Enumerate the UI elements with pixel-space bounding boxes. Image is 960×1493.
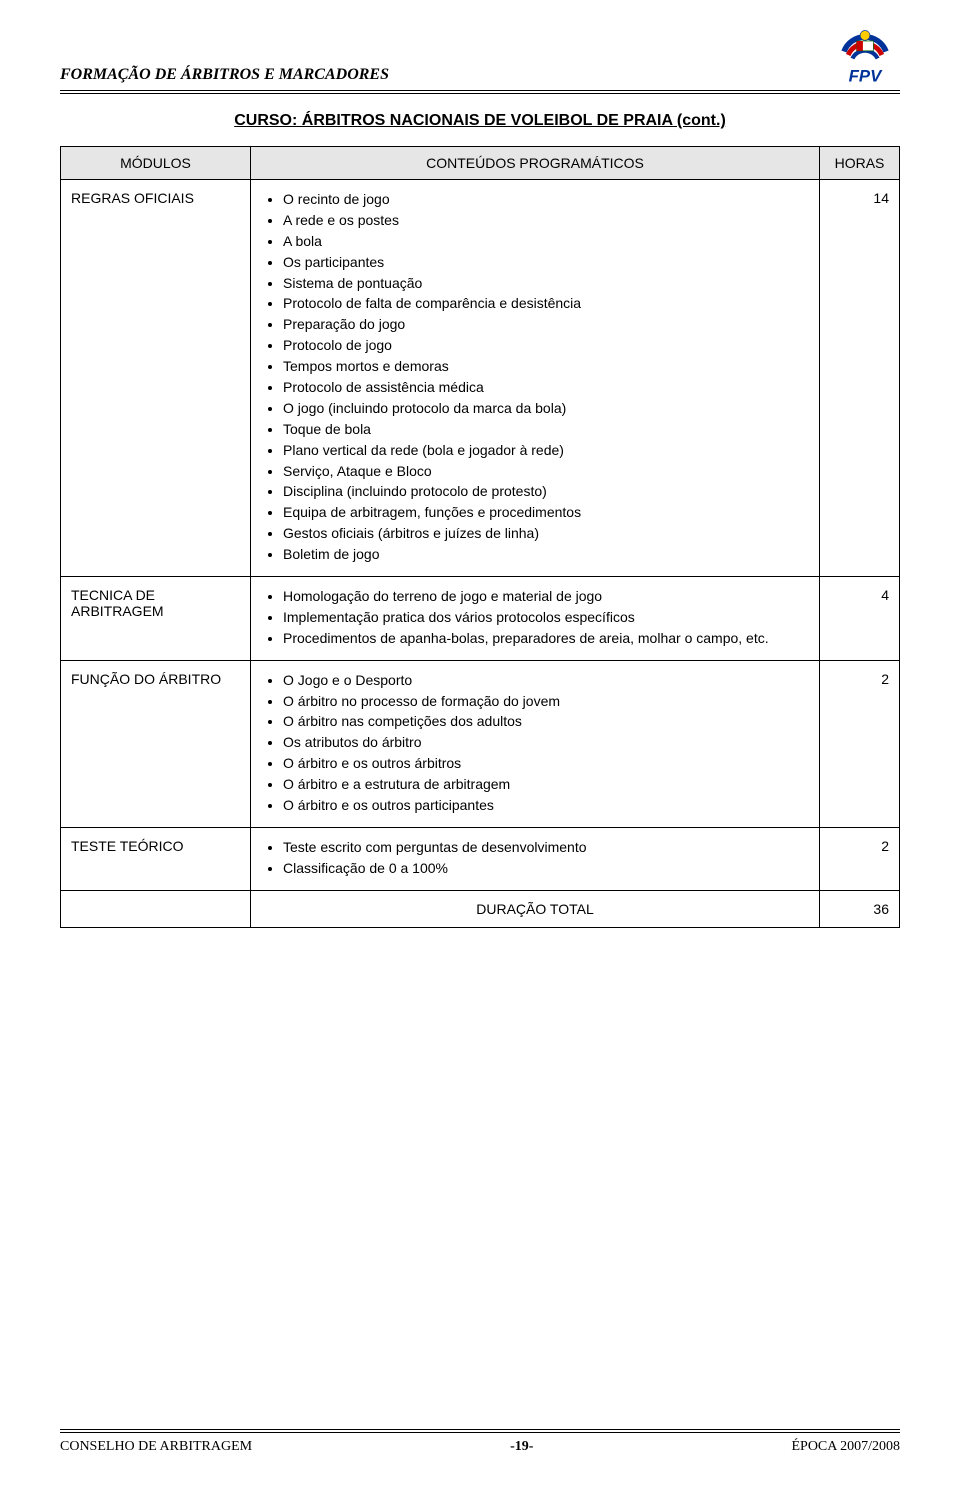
total-row: DURAÇÃO TOTAL36 <box>61 890 900 927</box>
list-item: Gestos oficiais (árbitros e juízes de li… <box>283 524 809 543</box>
list-item: O árbitro e os outros árbitros <box>283 754 809 773</box>
curriculum-table: MÓDULOS CONTEÚDOS PROGRAMÁTICOS HORAS RE… <box>60 146 900 928</box>
list-item: O jogo (incluindo protocolo da marca da … <box>283 399 809 418</box>
footer-left: CONSELHO DE ARBITRAGEM <box>60 1439 252 1455</box>
module-cell: FUNÇÃO DO ÁRBITRO <box>61 660 251 827</box>
list-item: Toque de bola <box>283 420 809 439</box>
list-item: Procedimentos de apanha-bolas, preparado… <box>283 629 809 648</box>
list-item: O árbitro nas competições dos adultos <box>283 712 809 731</box>
logo-text: FPV <box>849 67 883 86</box>
content-cell: Homologação do terreno de jogo e materia… <box>251 577 820 661</box>
content-cell: Teste escrito com perguntas de desenvolv… <box>251 827 820 890</box>
module-cell: TECNICA DE ARBITRAGEM <box>61 577 251 661</box>
content-cell: O Jogo e o Desporto O árbitro no processo… <box>251 660 820 827</box>
table-row: TESTE TEÓRICO Teste escrito com perguntas… <box>61 827 900 890</box>
list-item: Classificação de 0 a 100% <box>283 859 809 878</box>
list-item: Protocolo de jogo <box>283 336 809 355</box>
page-footer: CONSELHO DE ARBITRAGEM -19- ÉPOCA 2007/2… <box>60 1429 900 1455</box>
course-title: CURSO: ÁRBITROS NACIONAIS DE VOLEIBOL DE… <box>60 112 900 130</box>
list-item: Tempos mortos e demoras <box>283 357 809 376</box>
list-item: Implementação pratica dos vários protoco… <box>283 608 809 627</box>
table-row: FUNÇÃO DO ÁRBITRO O Jogo e o Desporto O ár… <box>61 660 900 827</box>
list-item: O árbitro e os outros participantes <box>283 796 809 815</box>
th-hours: HORAS <box>820 147 900 180</box>
th-content: CONTEÚDOS PROGRAMÁTICOS <box>251 147 820 180</box>
total-label: DURAÇÃO TOTAL <box>251 890 820 927</box>
list-item: Os atributos do árbitro <box>283 733 809 752</box>
list-item: A rede e os postes <box>283 211 809 230</box>
footer-rule <box>60 1429 900 1433</box>
list-item: Protocolo de falta de comparência e desi… <box>283 294 809 313</box>
list-item: Plano vertical da rede (bola e jogador à… <box>283 441 809 460</box>
hours-cell: 2 <box>820 660 900 827</box>
list-item: Boletim de jogo <box>283 545 809 564</box>
header-rule <box>60 90 900 94</box>
list-item: Preparação do jogo <box>283 315 809 334</box>
fpv-logo: FPV <box>830 20 900 90</box>
content-cell: O recinto de jogo A rede e os postes A bol… <box>251 180 820 577</box>
table-header-row: MÓDULOS CONTEÚDOS PROGRAMÁTICOS HORAS <box>61 147 900 180</box>
table-row: TECNICA DE ARBITRAGEM Homologação do terr… <box>61 577 900 661</box>
list-item: Teste escrito com perguntas de desenvolv… <box>283 838 809 857</box>
list-item: A bola <box>283 232 809 251</box>
hours-cell: 4 <box>820 577 900 661</box>
list-item: Protocolo de assistência médica <box>283 378 809 397</box>
list-item: O recinto de jogo <box>283 190 809 209</box>
page-header: FORMAÇÃO DE ÁRBITROS E MARCADORES FPV <box>60 0 900 90</box>
list-item: Sistema de pontuação <box>283 274 809 293</box>
list-item: Serviço, Ataque e Bloco <box>283 462 809 481</box>
footer-right: ÉPOCA 2007/2008 <box>791 1439 900 1455</box>
list-item: Equipa de arbitragem, funções e procedim… <box>283 503 809 522</box>
module-cell: TESTE TEÓRICO <box>61 827 251 890</box>
hours-cell: 2 <box>820 827 900 890</box>
list-item: Homologação do terreno de jogo e materia… <box>283 587 809 606</box>
doc-header-title: FORMAÇÃO DE ÁRBITROS E MARCADORES <box>60 66 389 90</box>
list-item: Os participantes <box>283 253 809 272</box>
list-item: O árbitro e a estrutura de arbitragem <box>283 775 809 794</box>
footer-page-number: -19- <box>510 1439 533 1455</box>
list-item: O Jogo e o Desporto <box>283 671 809 690</box>
total-empty-cell <box>61 890 251 927</box>
list-item: O árbitro no processo de formação do jov… <box>283 692 809 711</box>
list-item: Disciplina (incluindo protocolo de prote… <box>283 482 809 501</box>
th-modules: MÓDULOS <box>61 147 251 180</box>
table-row: REGRAS OFICIAIS O recinto de jogo A rede e… <box>61 180 900 577</box>
hours-cell: 14 <box>820 180 900 577</box>
module-cell: REGRAS OFICIAIS <box>61 180 251 577</box>
total-hours: 36 <box>820 890 900 927</box>
